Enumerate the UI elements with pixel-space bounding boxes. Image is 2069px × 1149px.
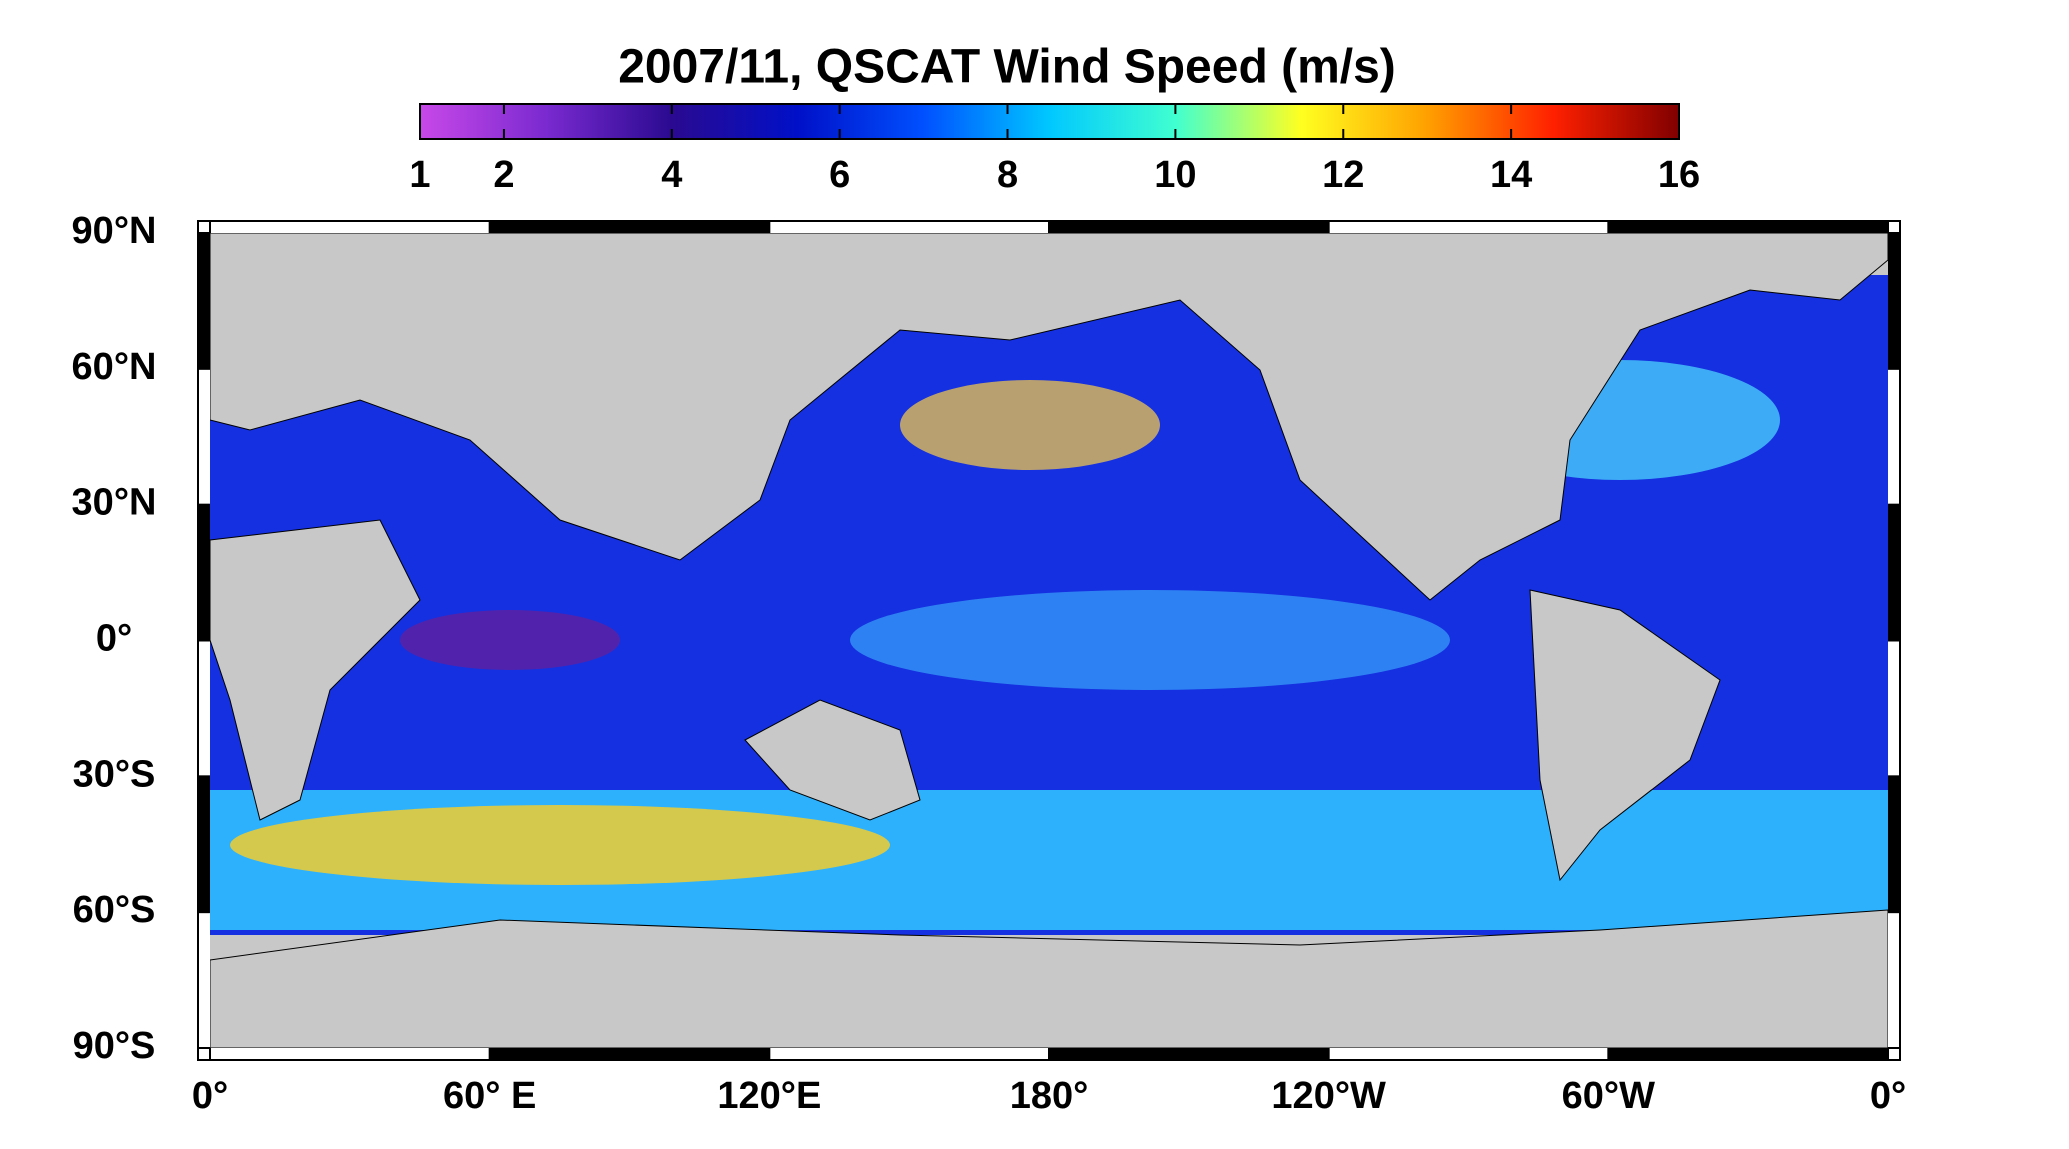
x-tick-label: 60°W [1562, 1075, 1655, 1117]
y-tick-label: 60°N [72, 346, 157, 388]
x-tick-label: 60° E [443, 1075, 536, 1117]
x-tick-label: 120°E [717, 1075, 821, 1117]
colorbar-tick-label: 8 [997, 154, 1018, 196]
colorbar-tick-label: 1 [409, 154, 430, 196]
frame-band [1888, 504, 1900, 641]
map [210, 233, 1888, 1048]
y-tick-label: 30°S [73, 753, 156, 795]
x-tick-label: 180° [1010, 1075, 1089, 1117]
colorbar-tick-label: 2 [493, 154, 514, 196]
colorbar-tick-label: 10 [1154, 154, 1196, 196]
colorbar-tick-label: 12 [1322, 154, 1364, 196]
x-tick-label: 120°W [1271, 1075, 1386, 1117]
land [210, 519, 421, 821]
wind-feature [900, 380, 1160, 470]
x-tick-label: 0° [1870, 1075, 1906, 1117]
y-tick-label: 30°N [72, 482, 157, 524]
y-tick-label: 90°N [72, 210, 157, 252]
colorbar-tick-label: 6 [829, 154, 850, 196]
frame-band [489, 1048, 770, 1060]
frame-band [1888, 776, 1900, 913]
frame-band [1608, 221, 1888, 233]
y-tick-label: 0° [96, 618, 132, 660]
land [210, 233, 1888, 601]
x-tick-label: 0° [192, 1075, 228, 1117]
frame-band [1049, 1048, 1329, 1060]
frame-band [489, 221, 770, 233]
frame-band [198, 233, 210, 369]
frame-band [1608, 1048, 1888, 1060]
land [1529, 589, 1721, 882]
frame-band [1888, 233, 1900, 369]
wind-feature [230, 805, 890, 885]
land [744, 699, 921, 821]
colorbar-tick-label: 14 [1490, 154, 1532, 196]
wind-feature [400, 610, 620, 670]
frame-band [198, 776, 210, 913]
chart-title: 2007/11, QSCAT Wind Speed (m/s) [618, 41, 1396, 94]
wind-feature [850, 590, 1450, 690]
colorbar-tick-label: 4 [661, 154, 682, 196]
y-tick-label: 60°S [73, 889, 156, 931]
land [210, 909, 1888, 1048]
frame-band [1049, 221, 1329, 233]
colorbar-tick-label: 16 [1658, 154, 1700, 196]
frame-band [198, 504, 210, 641]
y-tick-label: 90°S [73, 1025, 156, 1067]
colorbar [419, 103, 1680, 140]
